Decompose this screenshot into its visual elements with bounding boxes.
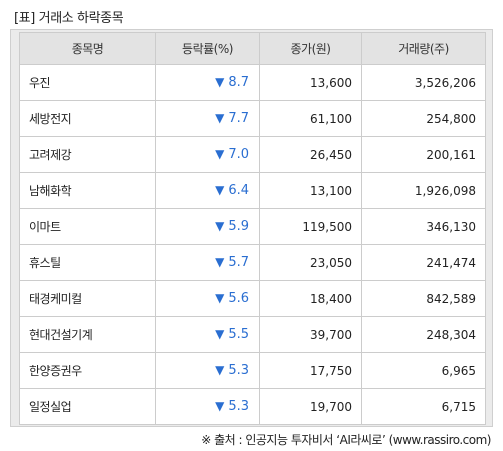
change-rate-value: 8.7 [228,75,249,90]
change-rate-cell: ▼ 5.9 [155,208,260,245]
change-rate-value: 7.7 [228,111,249,126]
down-triangle-icon: ▼ [215,291,225,305]
close-price-cell: 26,450 [259,136,362,173]
change-rate-cell: ▼ 7.7 [155,100,260,137]
close-price-cell: 18,400 [259,280,362,317]
volume-cell: 241,474 [361,244,486,281]
change-rate-value: 6.4 [228,183,249,198]
volume-cell: 6,715 [361,388,486,425]
change-rate-cell: ▼ 5.3 [155,352,260,389]
change-rate-value: 7.0 [228,147,249,162]
table-row: 휴스틸 ▼ 5.7 23,050 241,474 [19,244,486,281]
change-rate-cell: ▼ 5.7 [155,244,260,281]
change-rate-value: 5.3 [228,363,249,378]
down-triangle-icon: ▼ [215,219,225,233]
change-rate-value: 5.9 [228,219,249,234]
stock-name-cell: 현대건설기계 [19,316,156,353]
stock-name-cell: 남해화학 [19,172,156,209]
change-rate-cell: ▼ 5.6 [155,280,260,317]
volume-cell: 254,800 [361,100,486,137]
column-header-rate: 등락률(%) [155,32,260,65]
down-triangle-icon: ▼ [215,327,225,341]
column-header-name: 종목명 [19,32,156,65]
change-rate-cell: ▼ 5.3 [155,388,260,425]
table-row: 태경케미컬 ▼ 5.6 18,400 842,589 [19,280,486,317]
stock-name-cell: 이마트 [19,208,156,245]
table-row: 일정실업 ▼ 5.3 19,700 6,715 [19,388,486,425]
close-price-cell: 23,050 [259,244,362,281]
stock-name-cell: 우진 [19,64,156,101]
volume-cell: 842,589 [361,280,486,317]
table-row: 이마트 ▼ 5.9 119,500 346,130 [19,208,486,245]
close-price-cell: 119,500 [259,208,362,245]
down-triangle-icon: ▼ [215,399,225,413]
table-row: 현대건설기계 ▼ 5.5 39,700 248,304 [19,316,486,353]
volume-cell: 6,965 [361,352,486,389]
change-rate-value: 5.5 [228,327,249,342]
page-title: [표] 거래소 하락종목 [14,11,124,26]
stock-name-cell: 한양증권우 [19,352,156,389]
declining-stocks-table: 종목명 등락률(%) 종가(원) 거래량(주) 우진 ▼ 8.7 13,600 3,52… [19,32,486,425]
volume-cell: 200,161 [361,136,486,173]
down-triangle-icon: ▼ [215,75,225,89]
stock-name-cell: 세방전지 [19,100,156,137]
close-price-cell: 13,600 [259,64,362,101]
change-rate-cell: ▼ 6.4 [155,172,260,209]
close-price-cell: 39,700 [259,316,362,353]
close-price-cell: 13,100 [259,172,362,209]
down-triangle-icon: ▼ [215,255,225,269]
volume-cell: 248,304 [361,316,486,353]
column-header-close: 종가(원) [259,32,362,65]
change-rate-value: 5.6 [228,291,249,306]
table-header-row: 종목명 등락률(%) 종가(원) 거래량(주) [19,32,486,65]
down-triangle-icon: ▼ [215,147,225,161]
stock-name-cell: 일정실업 [19,388,156,425]
close-price-cell: 19,700 [259,388,362,425]
down-triangle-icon: ▼ [215,111,225,125]
table-row: 세방전지 ▼ 7.7 61,100 254,800 [19,100,486,137]
stock-name-cell: 고려제강 [19,136,156,173]
change-rate-cell: ▼ 7.0 [155,136,260,173]
change-rate-value: 5.3 [228,399,249,414]
change-rate-value: 5.7 [228,255,249,270]
table-row: 고려제강 ▼ 7.0 26,450 200,161 [19,136,486,173]
stock-name-cell: 휴스틸 [19,244,156,281]
close-price-cell: 17,750 [259,352,362,389]
volume-cell: 1,926,098 [361,172,486,209]
volume-cell: 3,526,206 [361,64,486,101]
change-rate-cell: ▼ 8.7 [155,64,260,101]
table-row: 남해화학 ▼ 6.4 13,100 1,926,098 [19,172,486,209]
down-triangle-icon: ▼ [215,183,225,197]
volume-cell: 346,130 [361,208,486,245]
stock-name-cell: 태경케미컬 [19,280,156,317]
table-row: 우진 ▼ 8.7 13,600 3,526,206 [19,64,486,101]
source-note: ※ 출처 : 인공지능 투자비서 ‘AI라씨로’ (www.rassiro.co… [201,433,491,447]
change-rate-cell: ▼ 5.5 [155,316,260,353]
down-triangle-icon: ▼ [215,363,225,377]
close-price-cell: 61,100 [259,100,362,137]
table-row: 한양증권우 ▼ 5.3 17,750 6,965 [19,352,486,389]
column-header-volume: 거래량(주) [361,32,486,65]
